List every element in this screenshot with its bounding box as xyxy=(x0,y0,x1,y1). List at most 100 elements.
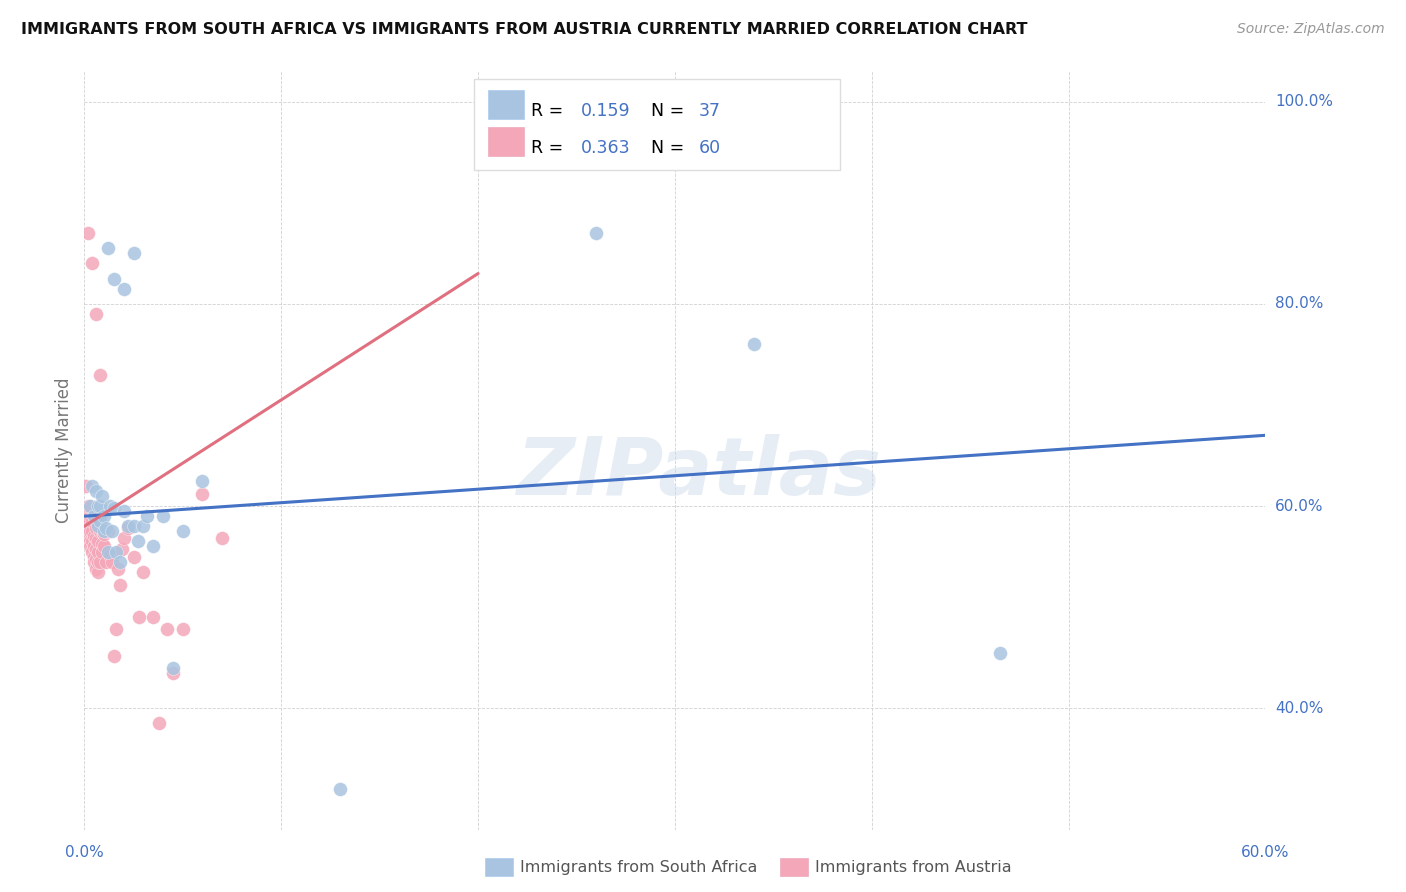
Point xyxy=(107,562,129,576)
Point xyxy=(82,524,104,539)
Point xyxy=(93,509,115,524)
Point xyxy=(162,661,184,675)
Point xyxy=(83,555,105,569)
Point xyxy=(79,514,101,528)
Text: Source: ZipAtlas.com: Source: ZipAtlas.com xyxy=(1237,22,1385,37)
Point xyxy=(191,474,214,488)
Point xyxy=(75,509,97,524)
Point xyxy=(162,665,184,680)
Text: R =: R = xyxy=(531,102,568,120)
FancyBboxPatch shape xyxy=(474,79,841,170)
Text: Immigrants from South Africa: Immigrants from South Africa xyxy=(520,860,758,874)
Point xyxy=(84,521,107,535)
Point xyxy=(77,226,100,240)
Point xyxy=(91,489,114,503)
Point xyxy=(84,307,107,321)
Point xyxy=(128,610,150,624)
Point xyxy=(82,514,104,528)
Point xyxy=(82,534,104,549)
Point xyxy=(82,256,104,270)
Point xyxy=(87,544,110,558)
Point xyxy=(111,541,134,556)
Point xyxy=(87,534,110,549)
Text: 40.0%: 40.0% xyxy=(1275,701,1323,715)
Point xyxy=(84,541,107,556)
Point xyxy=(79,499,101,513)
Text: 80.0%: 80.0% xyxy=(1275,296,1323,311)
Point xyxy=(77,499,100,513)
Point xyxy=(79,534,101,549)
Point xyxy=(82,544,104,558)
Point xyxy=(87,565,110,579)
Point xyxy=(83,509,105,524)
Point xyxy=(89,555,111,569)
Text: R =: R = xyxy=(531,139,568,157)
Point xyxy=(89,499,111,513)
Point xyxy=(108,555,131,569)
Point xyxy=(103,648,125,663)
Point xyxy=(122,549,145,564)
Point xyxy=(104,623,127,637)
Point xyxy=(112,504,135,518)
Point xyxy=(103,271,125,285)
Text: N =: N = xyxy=(651,139,690,157)
Point xyxy=(585,226,607,240)
Point xyxy=(142,610,165,624)
Point xyxy=(98,548,121,562)
Point xyxy=(94,521,117,535)
Point xyxy=(172,524,194,539)
Point xyxy=(97,544,120,558)
Point xyxy=(117,521,139,535)
Point xyxy=(97,524,120,539)
Text: 37: 37 xyxy=(699,102,720,120)
Point xyxy=(84,551,107,566)
Point xyxy=(87,555,110,569)
Text: IMMIGRANTS FROM SOUTH AFRICA VS IMMIGRANTS FROM AUSTRIA CURRENTLY MARRIED CORREL: IMMIGRANTS FROM SOUTH AFRICA VS IMMIGRAN… xyxy=(21,22,1028,37)
Point xyxy=(79,524,101,539)
Text: N =: N = xyxy=(651,102,690,120)
Point xyxy=(103,501,125,516)
Text: 100.0%: 100.0% xyxy=(1275,95,1333,109)
Point xyxy=(89,368,111,382)
Point xyxy=(211,532,233,546)
Point xyxy=(104,544,127,558)
Point xyxy=(94,555,117,569)
Point xyxy=(83,540,105,554)
Point xyxy=(98,499,121,513)
Point xyxy=(191,487,214,501)
Point xyxy=(79,540,101,554)
Text: 0.0%: 0.0% xyxy=(65,845,104,860)
Point xyxy=(117,519,139,533)
Point xyxy=(75,479,97,493)
Point xyxy=(112,282,135,296)
Text: 60: 60 xyxy=(699,139,721,157)
Point xyxy=(84,562,107,576)
Point xyxy=(152,509,174,524)
Point xyxy=(82,479,104,493)
FancyBboxPatch shape xyxy=(488,90,523,120)
Point xyxy=(142,540,165,554)
Text: Immigrants from Austria: Immigrants from Austria xyxy=(815,860,1012,874)
Point xyxy=(97,241,120,255)
Point xyxy=(83,529,105,543)
Point xyxy=(329,782,352,797)
Point xyxy=(83,549,105,564)
Point xyxy=(84,532,107,546)
Point xyxy=(93,540,115,554)
Point xyxy=(101,524,124,539)
Point xyxy=(89,514,111,528)
Point xyxy=(122,519,145,533)
Point xyxy=(91,544,114,558)
Point xyxy=(93,524,115,539)
Point xyxy=(148,716,170,731)
Text: 60.0%: 60.0% xyxy=(1241,845,1289,860)
Point xyxy=(83,509,105,524)
Text: 0.363: 0.363 xyxy=(581,139,630,157)
Point xyxy=(122,246,145,260)
Point xyxy=(132,519,155,533)
Point xyxy=(988,646,1011,660)
Point xyxy=(89,524,111,539)
Text: 0.159: 0.159 xyxy=(581,102,630,120)
Point xyxy=(132,565,155,579)
Point xyxy=(84,483,107,498)
